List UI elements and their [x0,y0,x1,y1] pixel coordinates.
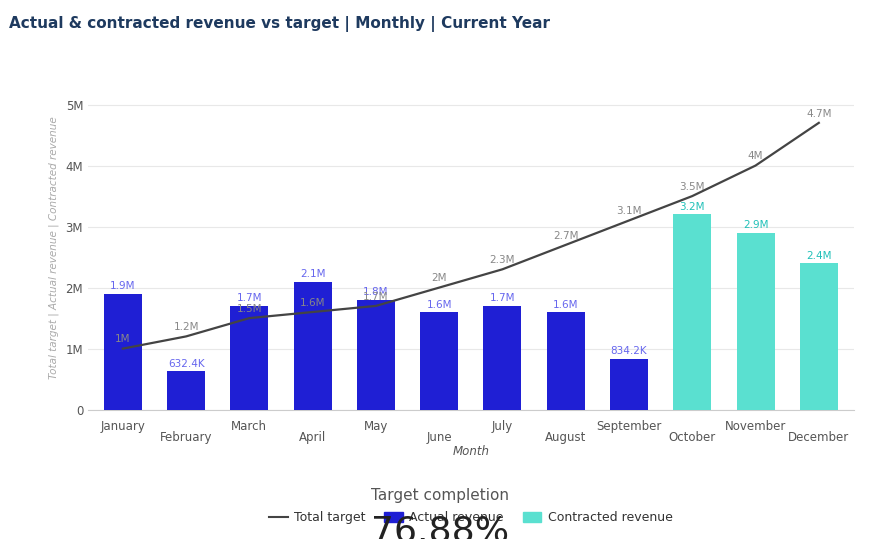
Text: 1M: 1M [115,334,130,344]
Text: November: November [725,420,786,433]
Legend: Total target, Actual revenue, Contracted revenue: Total target, Actual revenue, Contracted… [264,507,678,529]
Text: 2.9M: 2.9M [743,220,768,230]
Text: 1.8M: 1.8M [363,287,389,298]
Bar [546,312,584,410]
Text: 3.1M: 3.1M [616,206,642,216]
Text: October: October [669,431,715,444]
Text: 1.7M: 1.7M [363,292,389,302]
Bar [104,294,142,410]
Text: Month: Month [452,445,489,458]
Text: 1.7M: 1.7M [489,293,515,303]
Text: 2.7M: 2.7M [553,231,578,240]
Bar [294,281,332,410]
Text: 3.2M: 3.2M [679,202,705,212]
Text: 1.9M: 1.9M [110,281,136,291]
Text: February: February [160,431,212,444]
Text: December: December [788,431,849,444]
Text: 4.7M: 4.7M [806,108,832,119]
Bar [610,359,648,410]
Text: 834.2K: 834.2K [611,346,648,356]
Text: 4M: 4M [748,151,763,161]
Text: Target completion: Target completion [371,488,509,503]
Y-axis label: Total target | Actual revenue | Contracted revenue: Total target | Actual revenue | Contract… [48,116,59,379]
Text: 2.4M: 2.4M [806,251,832,261]
Text: 76.88%: 76.88% [371,515,509,539]
Text: 632.4K: 632.4K [168,358,204,369]
Bar [420,312,458,410]
Text: 1.6M: 1.6M [553,300,578,309]
Text: July: July [492,420,513,433]
Text: May: May [363,420,388,433]
Text: 2M: 2M [431,273,447,284]
Text: 3.5M: 3.5M [679,182,705,192]
Text: 2.1M: 2.1M [300,269,326,279]
Text: 1.5M: 1.5M [237,304,262,314]
Text: 1.2M: 1.2M [173,322,199,332]
Bar [737,233,774,410]
Text: April: April [299,431,326,444]
Text: March: March [231,420,268,433]
Bar [483,306,522,410]
Text: 1.6M: 1.6M [300,298,326,308]
Text: 1.6M: 1.6M [427,300,452,309]
Bar [673,215,711,410]
Text: June: June [426,431,452,444]
Bar [800,263,838,410]
Text: August: August [545,431,586,444]
Text: 2.3M: 2.3M [489,255,515,265]
Bar [357,300,395,410]
Bar [167,371,205,410]
Text: September: September [597,420,662,433]
Text: Actual & contracted revenue vs target | Monthly | Current Year: Actual & contracted revenue vs target | … [9,16,550,32]
Bar [231,306,268,410]
Text: January: January [100,420,145,433]
Text: 1.7M: 1.7M [237,293,262,303]
